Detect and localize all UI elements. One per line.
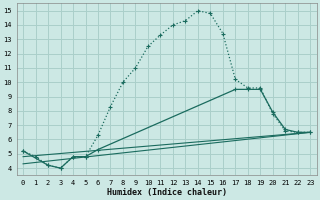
X-axis label: Humidex (Indice chaleur): Humidex (Indice chaleur) [107, 188, 227, 197]
